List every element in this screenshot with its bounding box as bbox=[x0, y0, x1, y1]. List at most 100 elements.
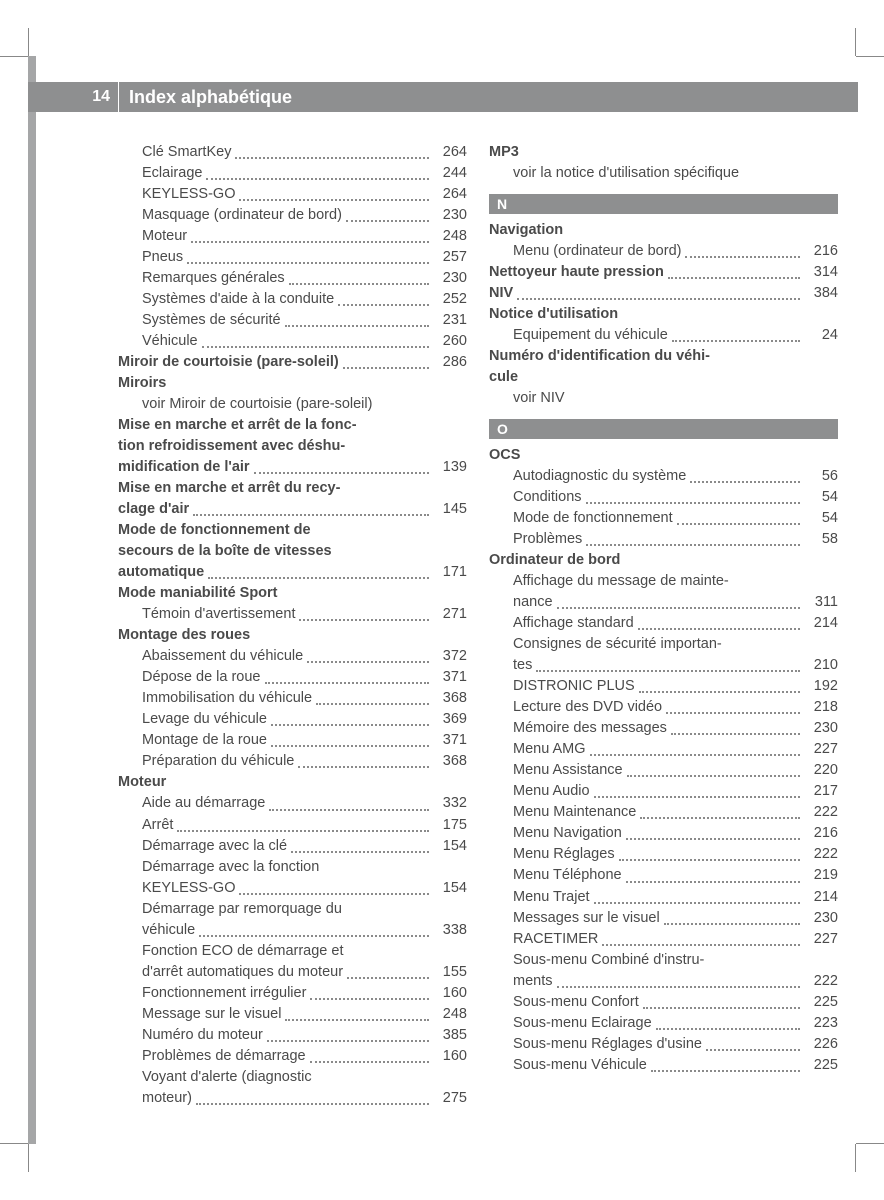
leader-dots bbox=[651, 1070, 800, 1072]
leader-dots bbox=[656, 1028, 800, 1030]
index-entry: Pneus257 bbox=[118, 247, 467, 268]
page-ref: 248 bbox=[433, 1004, 467, 1025]
entry-wrap: Voyant d'alerte (diagnostic bbox=[118, 1067, 467, 1088]
index-heading: Mise en marche et arrêt de la fonc- bbox=[118, 415, 467, 436]
leader-dots bbox=[536, 670, 800, 672]
index-heading: automatique171 bbox=[118, 562, 467, 583]
entry-label: Arrêt bbox=[142, 815, 173, 836]
index-entry: Mémoire des messages230 bbox=[489, 718, 838, 739]
page-ref: 311 bbox=[804, 592, 838, 613]
entry-label: Equipement du véhicule bbox=[513, 325, 668, 346]
index-heading: cule bbox=[489, 367, 838, 388]
entry-label: Messages sur le visuel bbox=[513, 908, 660, 929]
leader-dots bbox=[338, 304, 429, 306]
page-ref: 257 bbox=[433, 247, 467, 268]
heading-label: NIV bbox=[489, 283, 513, 304]
entry-label: Lecture des DVD vidéo bbox=[513, 697, 662, 718]
entry-wrap: Démarrage avec la fonction bbox=[118, 857, 467, 878]
index-entry: Arrêt 175 bbox=[118, 815, 467, 836]
heading-label: Miroir de courtoisie (pare-soleil) bbox=[118, 352, 339, 373]
page-ref: 145 bbox=[433, 499, 467, 520]
leader-dots bbox=[285, 1019, 429, 1021]
crop-mark bbox=[28, 1144, 29, 1172]
index-heading: clage d'air145 bbox=[118, 499, 467, 520]
page-ref: 230 bbox=[433, 268, 467, 289]
index-entry: Fonctionnement irrégulier 160 bbox=[118, 983, 467, 1004]
index-entry: ments222 bbox=[489, 971, 838, 992]
leader-dots bbox=[594, 796, 800, 798]
leader-dots bbox=[269, 809, 429, 811]
index-entry: Menu Réglages 222 bbox=[489, 844, 838, 865]
page-ref: 264 bbox=[433, 142, 467, 163]
leader-dots bbox=[271, 745, 429, 747]
index-entry: Aide au démarrage332 bbox=[118, 793, 467, 814]
leader-dots bbox=[187, 262, 429, 264]
index-entry: Moteur248 bbox=[118, 226, 467, 247]
leader-dots bbox=[196, 1103, 429, 1105]
page-ref: 271 bbox=[433, 604, 467, 625]
leader-dots bbox=[343, 367, 429, 369]
page-ref: 171 bbox=[433, 562, 467, 583]
column-left: Clé SmartKey264 Eclairage244 KEYLESS-GO2… bbox=[118, 142, 467, 1109]
page-ref: 160 bbox=[433, 983, 467, 1004]
index-entry: Dépose de la roue371 bbox=[118, 667, 467, 688]
entry-label: Préparation du véhicule bbox=[142, 751, 294, 772]
entry-label: Menu Réglages bbox=[513, 844, 615, 865]
entry-label: moteur) bbox=[142, 1088, 192, 1109]
index-entry: Message sur le visuel248 bbox=[118, 1004, 467, 1025]
crop-mark bbox=[856, 1143, 884, 1144]
index-heading: Miroir de courtoisie (pare-soleil)286 bbox=[118, 352, 467, 373]
leader-dots bbox=[627, 775, 800, 777]
page-ref: 230 bbox=[433, 205, 467, 226]
entry-label: Systèmes d'aide à la conduite bbox=[142, 289, 334, 310]
crop-mark bbox=[855, 28, 856, 56]
page-ref: 264 bbox=[433, 184, 467, 205]
entry-label: ments bbox=[513, 971, 553, 992]
index-heading: Miroirs bbox=[118, 373, 467, 394]
leader-dots bbox=[643, 1007, 800, 1009]
index-entry: tes210 bbox=[489, 655, 838, 676]
index-entry: Montage de la roue371 bbox=[118, 730, 467, 751]
index-entry: Menu Maintenance222 bbox=[489, 802, 838, 823]
index-heading: Mode maniabilité Sport bbox=[118, 583, 467, 604]
crop-mark bbox=[855, 1144, 856, 1172]
page-ref: 227 bbox=[804, 739, 838, 760]
leader-dots bbox=[235, 157, 429, 159]
page-ref: 175 bbox=[433, 815, 467, 836]
index-heading: secours de la boîte de vitesses bbox=[118, 541, 467, 562]
page-ref: 222 bbox=[804, 802, 838, 823]
page-ref: 384 bbox=[804, 283, 838, 304]
entry-label: Fonctionnement irrégulier bbox=[142, 983, 306, 1004]
leader-dots bbox=[254, 472, 429, 474]
entry-label: Aide au démarrage bbox=[142, 793, 265, 814]
entry-label: RACETIMER bbox=[513, 929, 598, 950]
leader-dots bbox=[289, 283, 429, 285]
page-ref: 139 bbox=[433, 457, 467, 478]
entry-label: Témoin d'avertissement bbox=[142, 604, 295, 625]
entry-label: Dépose de la roue bbox=[142, 667, 261, 688]
page-ref: 385 bbox=[433, 1025, 467, 1046]
heading-label: Nettoyeur haute pression bbox=[489, 262, 664, 283]
index-entry: Problèmes58 bbox=[489, 529, 838, 550]
leader-dots bbox=[690, 481, 800, 483]
page-ref: 54 bbox=[804, 508, 838, 529]
leader-dots bbox=[316, 703, 429, 705]
see-reference: voir Miroir de courtoisie (pare-soleil) bbox=[118, 394, 467, 415]
entry-label: Menu Assistance bbox=[513, 760, 623, 781]
leader-dots bbox=[208, 577, 429, 579]
page-ref: 368 bbox=[433, 751, 467, 772]
index-entry: Menu (ordinateur de bord)216 bbox=[489, 241, 838, 262]
page-ref: 230 bbox=[804, 718, 838, 739]
page-ref: 372 bbox=[433, 646, 467, 667]
entry-label: véhicule bbox=[142, 920, 195, 941]
page-header: 14 Index alphabétique bbox=[28, 82, 858, 112]
leader-dots bbox=[291, 851, 429, 853]
index-heading: NIV 384 bbox=[489, 283, 838, 304]
page-ref: 222 bbox=[804, 844, 838, 865]
leader-dots bbox=[177, 830, 429, 832]
leader-dots bbox=[557, 986, 801, 988]
index-entry: Remarques générales230 bbox=[118, 268, 467, 289]
entry-label: Numéro du moteur bbox=[142, 1025, 263, 1046]
leader-dots bbox=[517, 298, 800, 300]
entry-label: Menu Audio bbox=[513, 781, 590, 802]
